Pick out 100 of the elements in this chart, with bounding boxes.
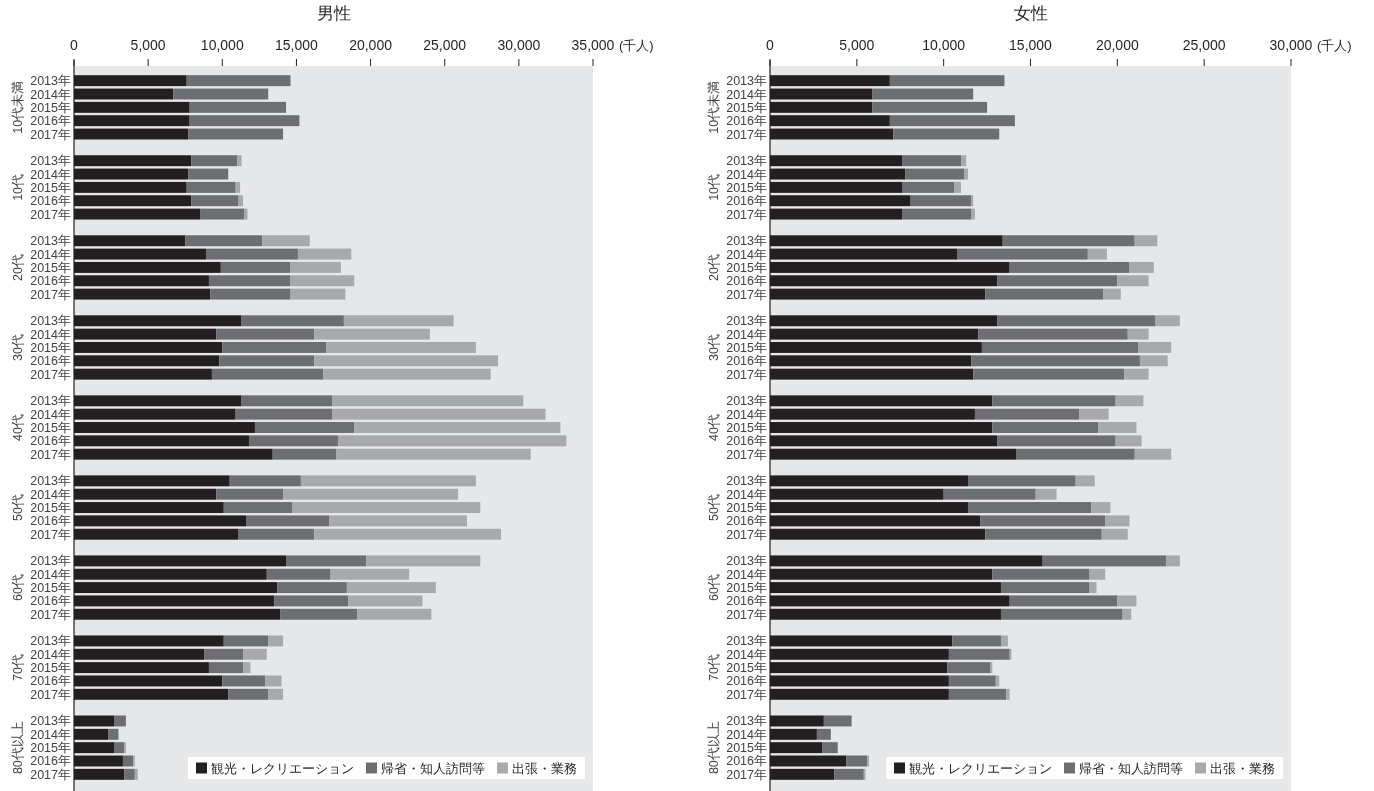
y-tick-label: 2013年	[726, 234, 767, 249]
bar	[216, 328, 315, 340]
y-tick-label: 2014年	[726, 727, 767, 742]
text: 30代	[11, 334, 26, 361]
bar	[241, 315, 344, 327]
y-tick-label: 2015年	[30, 581, 71, 596]
y-tick-label: 2016年	[726, 674, 767, 689]
y-tick-label: 2015年	[726, 581, 767, 596]
y-tick-label: 2014年	[726, 87, 767, 102]
bar	[286, 555, 367, 567]
y-tick-label: 2015年	[726, 501, 767, 516]
bar	[204, 648, 244, 660]
y-tick-label: 2013年	[30, 634, 71, 649]
y-tick-label: 2013年	[30, 154, 71, 169]
y-tick-label: 2016年	[726, 594, 767, 609]
bar	[326, 341, 476, 353]
bar	[992, 422, 1099, 433]
bar	[268, 635, 284, 647]
y-tick-label: 2017年	[726, 527, 767, 542]
bar	[872, 88, 974, 100]
bar	[235, 408, 333, 420]
bar	[191, 195, 239, 207]
bar	[901, 181, 955, 193]
bar	[1098, 422, 1137, 433]
bar	[114, 742, 125, 754]
bar	[872, 101, 988, 113]
bar	[889, 75, 1005, 87]
bar	[1042, 555, 1166, 567]
bar	[846, 755, 868, 767]
bar	[1165, 555, 1180, 567]
text: 80代以上	[707, 721, 722, 775]
bar	[948, 648, 1010, 660]
y-tick-label: 2015年	[30, 421, 71, 435]
y-tick-label: 2013年	[30, 234, 71, 249]
y-tick-label: 2015年	[726, 180, 767, 195]
bar	[268, 688, 284, 700]
bar	[997, 275, 1118, 287]
bar	[205, 248, 298, 260]
y-tick-label: 2017年	[726, 127, 767, 142]
y-tick-label: 2017年	[30, 287, 71, 302]
y-tick-label: 2014年	[30, 407, 71, 422]
y-tick-label: 2013年	[726, 634, 767, 649]
y-tick-label: 2017年	[726, 447, 767, 462]
bar	[1138, 341, 1172, 353]
text: 70代	[707, 654, 722, 682]
bar	[948, 675, 996, 687]
y-tick-label: 2016年	[30, 674, 71, 689]
bar	[971, 208, 975, 220]
bar	[974, 408, 1080, 420]
bar	[189, 115, 300, 127]
bar	[967, 502, 1092, 514]
x-tick-label: 10,000	[922, 37, 966, 53]
bar	[219, 355, 315, 367]
bar	[300, 475, 476, 487]
bar	[210, 288, 291, 300]
bar	[1122, 608, 1132, 620]
x-tick-label: 30,000	[1269, 37, 1313, 53]
bar	[314, 355, 499, 367]
y-tick-label: 2016年	[30, 114, 71, 129]
y-tick-label: 2014年	[30, 167, 71, 182]
bar	[222, 675, 266, 687]
bar	[228, 688, 269, 700]
y-tick-label: 2017年	[726, 687, 767, 702]
y-tick-label: 2016年	[726, 514, 767, 529]
bar	[238, 195, 244, 207]
bar	[1115, 395, 1144, 407]
bar	[823, 715, 852, 727]
bar	[248, 435, 338, 447]
bar	[981, 341, 1139, 353]
y-tick-label: 2017年	[30, 447, 71, 462]
x-tick-label: 25,000	[1182, 37, 1226, 53]
bar	[943, 488, 1036, 500]
y-tick-label: 2014年	[30, 87, 71, 102]
y-tick-label: 2017年	[726, 367, 767, 382]
y-tick-label: 2016年	[30, 354, 71, 369]
bar	[200, 208, 245, 220]
y-tick-label: 2017年	[726, 607, 767, 622]
bar	[191, 155, 238, 167]
bar	[1035, 488, 1057, 500]
y-tick-label: 2015年	[726, 260, 767, 275]
bar	[992, 568, 1090, 580]
x-tick-label: 15,000	[275, 37, 319, 53]
y-tick-label: 2017年	[30, 367, 71, 382]
bar	[905, 168, 965, 180]
chart-title: 男性	[316, 4, 351, 23]
bar	[336, 448, 531, 460]
bar	[348, 595, 423, 607]
bar	[816, 728, 831, 740]
y-tick-label: 2016年	[30, 274, 71, 289]
x-tick-label: 5,000	[130, 37, 166, 53]
bar	[173, 88, 269, 100]
bar	[266, 568, 331, 580]
bar	[1006, 688, 1010, 700]
bar	[354, 422, 561, 433]
y-tick-label: 2017年	[726, 287, 767, 302]
y-tick-label: 2015年	[30, 501, 71, 516]
bar	[971, 355, 1140, 367]
bar	[1134, 235, 1158, 247]
y-tick-label: 2015年	[30, 741, 71, 756]
y-tick-label: 2016年	[726, 754, 767, 769]
